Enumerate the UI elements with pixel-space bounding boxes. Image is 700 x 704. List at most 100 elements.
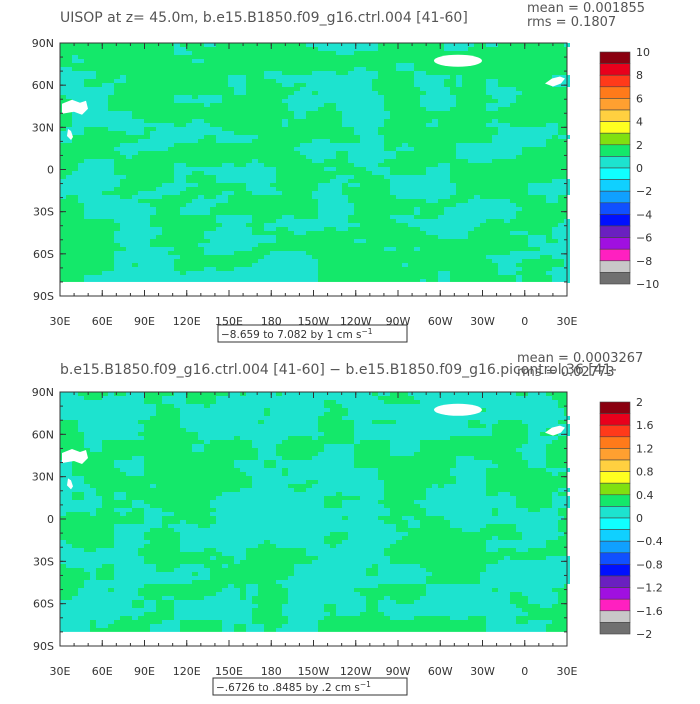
negative-cell — [528, 183, 534, 187]
negative-cell — [408, 452, 414, 456]
negative-cell — [450, 424, 456, 428]
negative-cell — [468, 432, 474, 436]
negative-cell — [510, 508, 516, 512]
negative-cell — [300, 396, 306, 400]
negative-cell — [336, 592, 342, 596]
negative-cell — [540, 440, 546, 444]
negative-cell — [348, 596, 354, 600]
negative-cell — [504, 396, 510, 400]
negative-cell — [306, 267, 312, 271]
negative-cell — [258, 484, 264, 488]
negative-cell — [132, 195, 138, 199]
negative-cell — [282, 624, 288, 628]
negative-cell — [246, 408, 252, 412]
negative-cell — [84, 444, 90, 448]
negative-cell — [378, 580, 384, 584]
negative-cell — [222, 167, 228, 171]
negative-cell — [264, 227, 270, 231]
negative-cell — [408, 444, 414, 448]
negative-cell — [174, 139, 180, 143]
negative-cell — [354, 75, 360, 79]
negative-cell — [108, 187, 114, 191]
contour-info-box: −8.659 to 7.082 by 1 cm s−1 — [218, 325, 407, 342]
negative-cell — [174, 99, 180, 103]
negative-cell — [246, 412, 252, 416]
negative-cell — [324, 211, 330, 215]
negative-cell — [180, 608, 186, 612]
negative-cell — [384, 151, 390, 155]
negative-cell — [558, 191, 564, 195]
colorbar-swatch — [600, 122, 630, 134]
negative-cell — [438, 191, 444, 195]
negative-cell — [108, 111, 114, 115]
negative-cell — [522, 584, 528, 588]
negative-cell — [474, 516, 480, 520]
negative-cell — [348, 83, 354, 87]
negative-cell — [96, 588, 102, 592]
negative-cell — [210, 544, 216, 548]
negative-cell — [120, 424, 126, 428]
negative-cell — [138, 147, 144, 151]
negative-cell — [66, 187, 72, 191]
negative-cell — [456, 155, 462, 159]
negative-cell — [336, 564, 342, 568]
negative-cell — [324, 195, 330, 199]
negative-cell — [270, 263, 276, 267]
negative-cell — [558, 496, 564, 500]
negative-cell — [240, 512, 246, 516]
negative-cell — [348, 183, 354, 187]
negative-cell — [126, 532, 132, 536]
negative-cell — [504, 628, 510, 632]
negative-cell — [534, 560, 540, 564]
negative-cell — [198, 243, 204, 247]
negative-cell — [450, 428, 456, 432]
negative-cell — [270, 71, 276, 75]
negative-cell — [378, 520, 384, 524]
negative-cell — [78, 175, 84, 179]
negative-cell — [126, 259, 132, 263]
negative-cell — [336, 456, 342, 460]
negative-cell — [468, 468, 474, 472]
negative-cell — [378, 556, 384, 560]
negative-cell — [234, 592, 240, 596]
negative-cell — [324, 584, 330, 588]
negative-cell — [486, 500, 492, 504]
negative-cell — [228, 223, 234, 227]
negative-cell — [186, 207, 192, 211]
negative-cell — [84, 484, 90, 488]
negative-cell — [270, 488, 276, 492]
negative-cell — [258, 404, 264, 408]
negative-cell — [180, 412, 186, 416]
negative-cell — [294, 568, 300, 572]
negative-cell — [120, 151, 126, 155]
negative-cell — [216, 167, 222, 171]
negative-cell — [420, 400, 426, 404]
negative-cell — [354, 596, 360, 600]
negative-cell — [366, 564, 372, 568]
negative-cell — [240, 87, 246, 91]
negative-cell — [372, 436, 378, 440]
negative-cell — [228, 508, 234, 512]
negative-cell — [378, 143, 384, 147]
negative-cell — [318, 147, 324, 151]
negative-cell — [408, 612, 414, 616]
negative-cell — [72, 476, 78, 480]
negative-cell — [330, 528, 336, 532]
negative-cell — [432, 231, 438, 235]
negative-cell — [108, 548, 114, 552]
negative-cell — [324, 508, 330, 512]
negative-cell — [90, 424, 96, 428]
negative-cell — [144, 412, 150, 416]
negative-cell — [360, 163, 366, 167]
negative-cell — [474, 528, 480, 532]
negative-cell — [234, 616, 240, 620]
negative-cell — [120, 560, 126, 564]
negative-cell — [306, 103, 312, 107]
negative-cell — [360, 111, 366, 115]
negative-cell — [168, 143, 174, 147]
negative-cell — [228, 412, 234, 416]
negative-cell — [258, 239, 264, 243]
negative-cell — [120, 576, 126, 580]
negative-cell — [120, 400, 126, 404]
negative-cell — [246, 135, 252, 139]
